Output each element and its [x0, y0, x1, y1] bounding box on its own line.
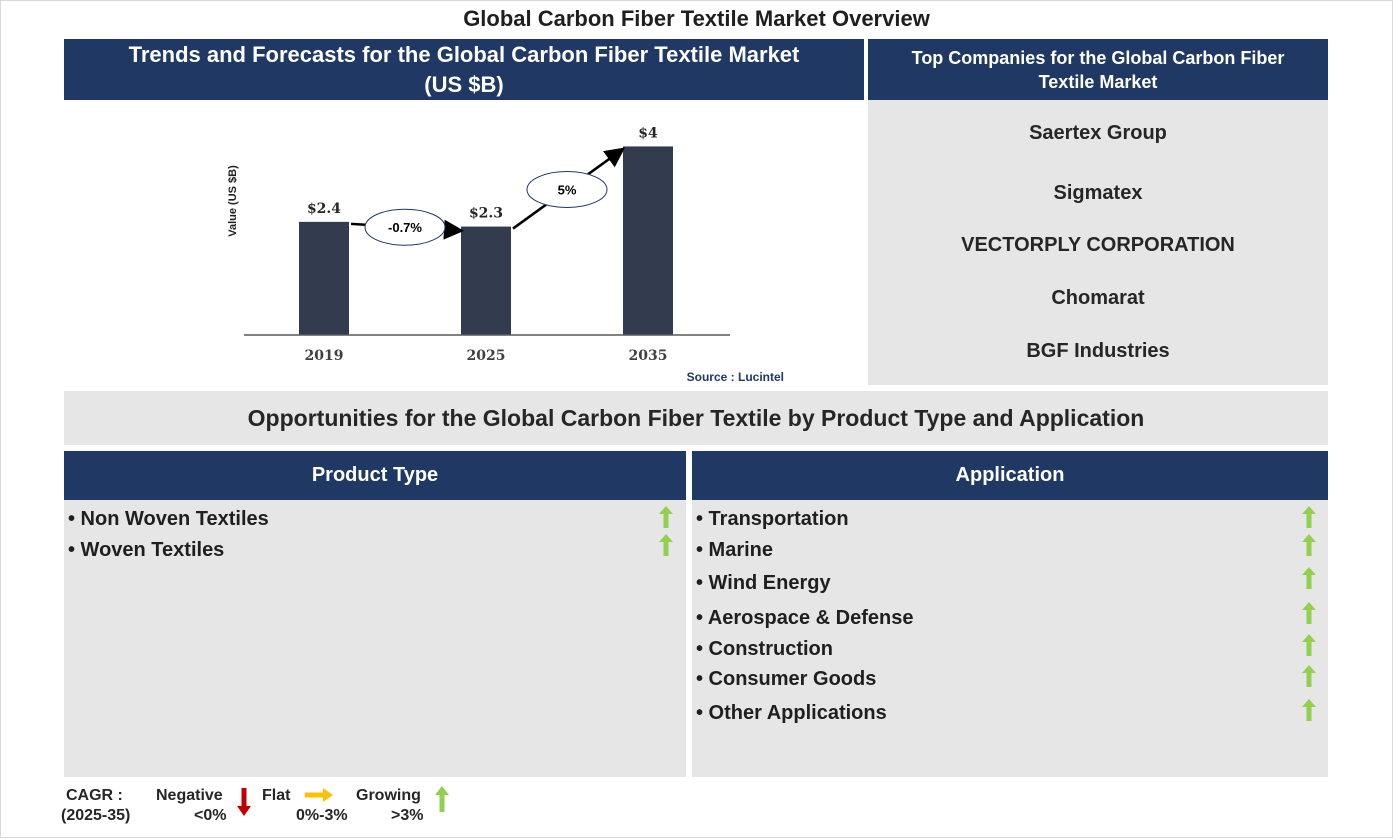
- product-type-item: • Woven Textiles: [68, 539, 225, 561]
- source-note: Source : Lucintel: [687, 370, 784, 384]
- product-type-list: • Non Woven Textiles • Woven Textiles: [64, 500, 686, 777]
- growing-arrow-icon: [1302, 634, 1316, 656]
- x-tick-label: 2025: [467, 348, 506, 364]
- company-item: Sigmatex: [1053, 182, 1143, 204]
- x-tick-label: 2019: [305, 348, 344, 364]
- application-item: • Wind Energy: [696, 572, 831, 594]
- opportunities-title: Opportunities for the Global Carbon Fibe…: [64, 391, 1328, 445]
- cagr-bubble: [526, 171, 608, 208]
- chart-bar-2035: [623, 146, 673, 335]
- legend-flat-label: Flat: [262, 787, 291, 804]
- cagr-label: 5%: [558, 183, 577, 198]
- chart-bar-2025: [461, 226, 511, 335]
- company-item: Chomarat: [1051, 287, 1145, 309]
- chart-bar-2019: [299, 221, 349, 335]
- application-header: Application: [692, 451, 1328, 500]
- legend-growing-label: Growing: [356, 787, 421, 804]
- company-item: VECTORPLY CORPORATION: [961, 234, 1235, 256]
- application-item: • Other Applications: [696, 702, 887, 724]
- growing-arrow-icon: [1302, 567, 1316, 589]
- growing-arrow-icon: [1302, 665, 1316, 687]
- bar-value-label: $2.4: [307, 201, 341, 217]
- cagr-label: CAGR :: [66, 787, 123, 804]
- companies-panel-header: Top Companies for the Global Carbon Fibe…: [868, 39, 1328, 100]
- flat-arrow-icon: [305, 788, 333, 802]
- down-arrow-icon: [237, 788, 251, 816]
- application-item: • Aerospace & Defense: [696, 607, 914, 629]
- growing-arrow-icon: [1302, 602, 1316, 624]
- application-item: • Transportation: [696, 508, 849, 530]
- company-item: BGF Industries: [1026, 340, 1170, 362]
- growing-arrow-icon: [435, 786, 449, 812]
- application-item: • Construction: [696, 638, 833, 660]
- company-item: Saertex Group: [1029, 122, 1167, 144]
- application-item: • Consumer Goods: [696, 668, 877, 690]
- legend-negative-range: <0%: [194, 807, 227, 824]
- cagr-label: -0.7%: [388, 220, 422, 235]
- y-axis-label: Value (US $B): [227, 165, 239, 237]
- growing-arrow-icon: [1302, 699, 1316, 721]
- growing-arrow-icon: [659, 506, 673, 528]
- application-item: • Marine: [696, 539, 774, 561]
- legend-flat-range: 0%-3%: [296, 807, 348, 824]
- page-title: Global Carbon Fiber Textile Market Overv…: [463, 6, 930, 31]
- x-tick-label: 2035: [629, 348, 668, 364]
- growing-arrow-icon: [1302, 534, 1316, 556]
- product-type-header: Product Type: [64, 451, 686, 500]
- growing-arrow-icon: [659, 534, 673, 556]
- chart-panel-header: Trends and Forecasts for the Global Carb…: [64, 39, 864, 100]
- cagr-period: (2025-35): [61, 807, 131, 824]
- legend-growing-range: >3%: [391, 807, 424, 824]
- market-trend-chart: Value (US $B) $2.4 2019 $2.3 2025 $4 2035 -0.…: [227, 125, 784, 384]
- companies-list: Saertex Group Sigmatex VECTORPLY CORPORA…: [868, 100, 1328, 385]
- bar-value-label: $4: [638, 125, 658, 141]
- product-type-item: • Non Woven Textiles: [68, 508, 269, 530]
- growing-arrow-icon: [1302, 506, 1316, 528]
- application-list: • Transportation • Marine • Wind Energy …: [692, 500, 1328, 777]
- cagr-bubble: [364, 208, 446, 246]
- legend-negative-label: Negative: [156, 787, 223, 804]
- bar-value-label: $2.3: [469, 206, 503, 222]
